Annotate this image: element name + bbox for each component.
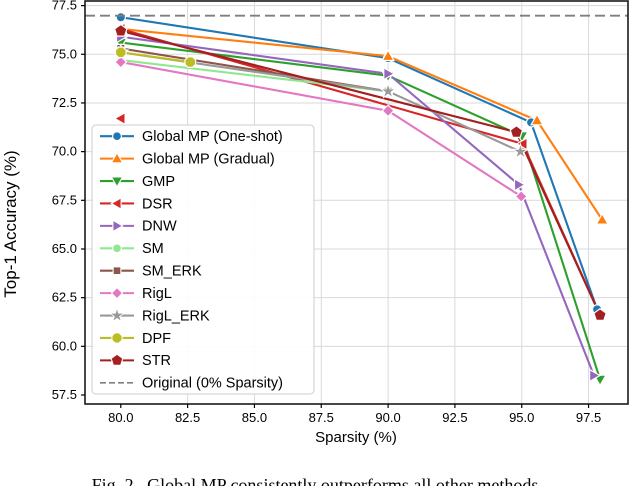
svg-text:95.0: 95.0 (509, 410, 534, 425)
svg-text:Top-1 Accuracy (%): Top-1 Accuracy (%) (1, 150, 20, 297)
svg-text:DSR: DSR (142, 196, 173, 212)
svg-text:RigL_ERK: RigL_ERK (142, 308, 210, 324)
svg-text:90.0: 90.0 (375, 410, 400, 425)
svg-text:92.5: 92.5 (442, 410, 467, 425)
svg-text:57.5: 57.5 (52, 387, 77, 402)
svg-text:SM: SM (142, 241, 164, 257)
svg-text:80.0: 80.0 (108, 410, 133, 425)
svg-text:STR: STR (142, 353, 171, 369)
svg-text:77.5: 77.5 (52, 0, 77, 13)
svg-text:82.5: 82.5 (175, 410, 200, 425)
svg-text:85.0: 85.0 (242, 410, 267, 425)
svg-text:60.0: 60.0 (52, 338, 77, 353)
svg-text:DNW: DNW (142, 219, 177, 235)
svg-text:SM_ERK: SM_ERK (142, 264, 202, 280)
svg-text:Original (0% Sparsity): Original (0% Sparsity) (142, 376, 283, 392)
svg-text:Sparsity (%): Sparsity (%) (315, 429, 397, 446)
svg-text:72.5: 72.5 (52, 95, 77, 110)
svg-text:62.5: 62.5 (52, 290, 77, 305)
svg-text:87.5: 87.5 (309, 410, 334, 425)
svg-text:75.0: 75.0 (52, 46, 77, 61)
svg-text:Global MP (One-shot): Global MP (One-shot) (142, 129, 283, 145)
svg-text:70.0: 70.0 (52, 144, 77, 159)
svg-text:GMP: GMP (142, 174, 175, 190)
svg-text:65.0: 65.0 (52, 241, 77, 256)
svg-text:DPF: DPF (142, 331, 171, 347)
svg-text:RigL: RigL (142, 286, 172, 302)
svg-text:97.5: 97.5 (576, 410, 601, 425)
svg-text:Global MP (Gradual): Global MP (Gradual) (142, 151, 275, 167)
svg-text:67.5: 67.5 (52, 192, 77, 207)
